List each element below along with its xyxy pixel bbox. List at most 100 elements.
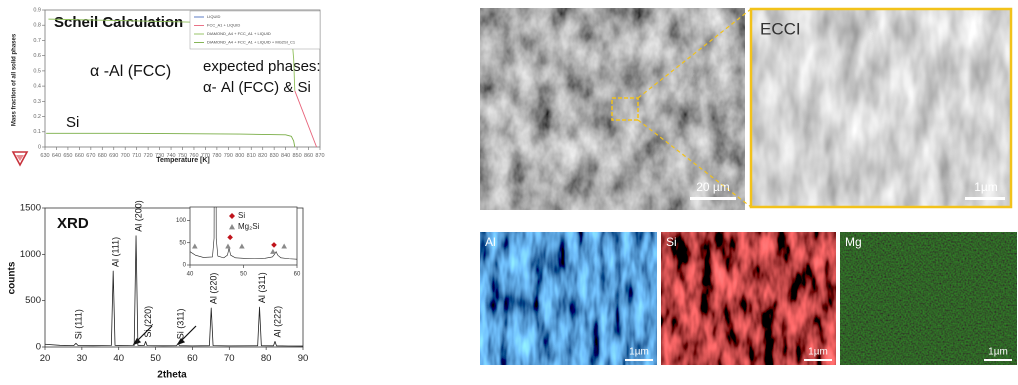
scale-bar [804,359,832,361]
x-tick-label: 50 [150,353,161,364]
x-tick-label: 30 [77,353,88,364]
legend-label: DIAMOND_A4 + FCC_A1 + LIQUID [207,31,271,36]
inset-background [190,207,297,265]
y-tick-label: 1000 [20,249,41,260]
x-tick-label: 850 [292,153,301,159]
series-line [46,132,296,147]
marker [270,248,276,254]
scale-bar [984,359,1012,361]
peak-label: Al (222) [272,306,282,338]
y-tick-label: 0.9 [33,7,41,13]
y-tick-label: 0.6 [33,53,41,59]
x-tick-label: 710 [132,153,141,159]
x-tick-label: 740 [166,153,175,159]
x-tick-label: 60 [294,271,301,277]
data-line [190,207,297,260]
y-tick-label: 0 [183,263,187,269]
eds-map [840,232,1017,365]
peak-label: Si (111) [73,309,83,339]
y-tick-label: 50 [179,240,186,246]
x-tick-label: 730 [155,153,164,159]
scale-label: 1µm [629,347,649,358]
x-tick-label: 50 [240,271,247,277]
x-tick-label: 770 [201,153,210,159]
y-tick-label: 0 [38,144,41,150]
zoom-line [637,8,752,99]
legend-label: LIQUID [207,14,220,19]
x-tick-label: 670 [86,153,95,159]
x-tick-label: 40 [113,353,124,364]
legend-label: DIAMOND_A4 + FCC_A1 + LIQUID + MG2SI_C1 [207,40,296,45]
x-tick-label: 40 [187,271,194,277]
zoom-box [611,97,639,121]
y-tick-label: 0.8 [33,23,41,29]
y-axis-label: Mass fraction of all solid phases [12,33,18,126]
peak-label: Si (220) [143,306,153,338]
marker [225,243,231,249]
x-tick-label: 90 [298,353,309,364]
series-line [294,90,317,147]
annotation: expected phases: [203,58,321,75]
y-tick-label: 1500 [20,203,41,214]
map-label: Si [666,235,677,249]
x-tick-label: 780 [212,153,221,159]
x-tick-label: 690 [109,153,118,159]
legend-label: FCC_A1 + LIQUID [207,23,240,28]
image-label: ECCI [760,19,801,38]
y-axis-label: counts [7,261,18,294]
x-axis-label: Temperature [K] [156,157,210,164]
x-tick-label: 700 [121,153,130,159]
scale-label: 1µm [808,347,828,358]
x-tick-label: 810 [247,153,256,159]
scale-bar [625,359,653,361]
scale-label: 20 µm [696,180,730,194]
y-tick-label: 0 [36,342,41,353]
legend-label: Mg₂Si [238,222,260,231]
x-tick-label: 630 [40,153,49,159]
marker [239,243,245,249]
x-tick-label: 750 [178,153,187,159]
arrows [132,325,197,346]
ecci-frame [749,7,1013,209]
y-tick-label: 500 [25,295,41,306]
y-tick-label: 0.4 [33,84,41,90]
marker [271,242,277,248]
peak-label: Si (311) [175,308,185,339]
x-tick-label: 80 [261,353,272,364]
x-tick-label: 820 [258,153,267,159]
y-tick-label: 100 [176,218,187,224]
y-tick-label: 0.7 [33,38,41,44]
x-tick-label: 830 [270,153,279,159]
map-label: Al [485,235,496,249]
peak-label: Al (200) [133,200,143,232]
x-tick-label: 60 [187,353,198,364]
peak-label: Al (220) [209,273,219,305]
peak-label: Al (111) [111,237,121,267]
legend-box [189,10,321,50]
y-tick-label: 0.2 [33,114,41,120]
x-tick-label: 720 [144,153,153,159]
marker [192,243,198,249]
x-tick-label: 790 [224,153,233,159]
annotation: Si [66,114,79,131]
x-tick-label: 870 [315,153,324,159]
x-tick-label: 650 [63,153,72,159]
x-tick-label: 70 [224,353,235,364]
marker [281,243,287,249]
map-label: Mg [845,235,862,249]
x-tick-label: 800 [235,153,244,159]
chart-title: XRD [57,215,89,232]
data-line [45,235,303,347]
eds-map [480,232,657,365]
scale-bar [965,197,1005,200]
x-tick-label: 760 [189,153,198,159]
scale-bar [690,197,736,200]
eds-map [661,232,836,365]
x-tick-label: 660 [75,153,84,159]
legend-label: Si [238,211,245,220]
marker [227,234,233,241]
x-tick-label: 840 [281,153,290,159]
legend-swatch [229,213,235,219]
y-tick-label: 0.3 [33,99,41,105]
